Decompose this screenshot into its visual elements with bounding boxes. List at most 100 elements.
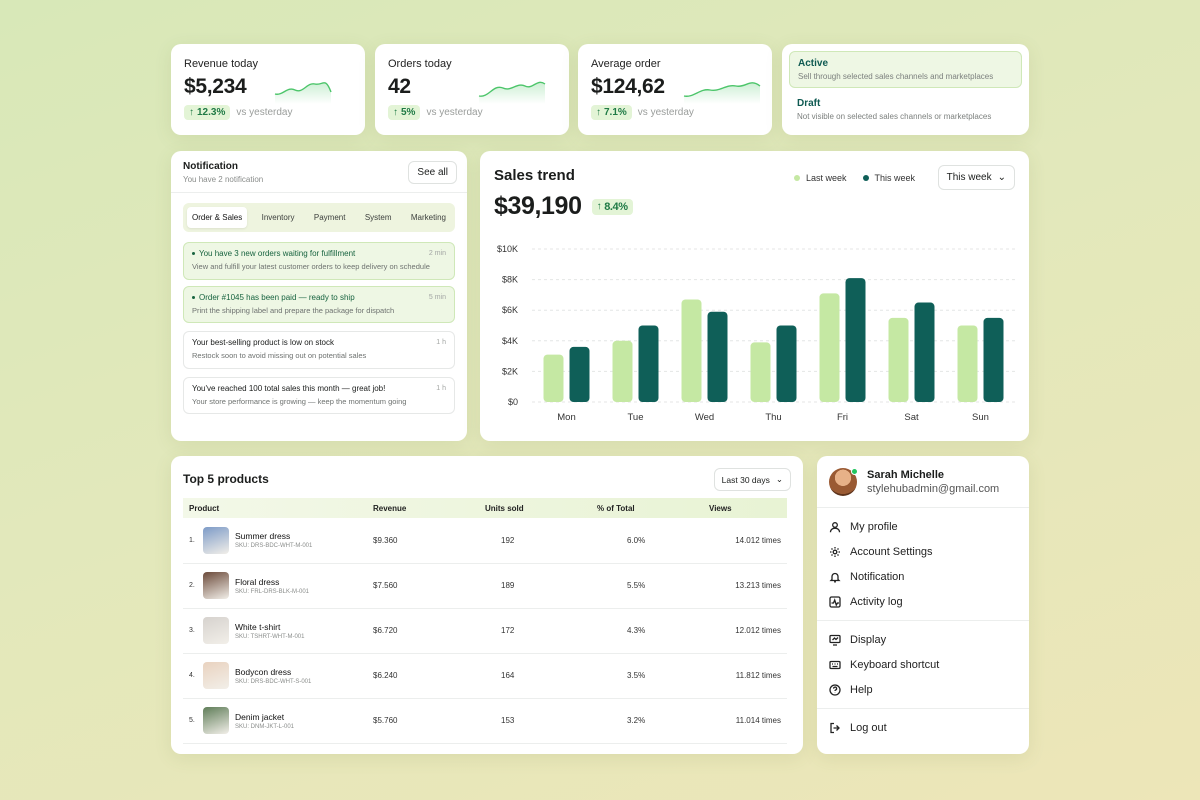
user-email: stylehubadmin@gmail.com	[867, 482, 1000, 495]
status-option-active[interactable]: Active Sell through selected sales chann…	[789, 51, 1022, 88]
views-cell: 14.012 times	[703, 518, 787, 564]
tab-marketing[interactable]: Marketing	[410, 213, 446, 222]
product-sku: SKU: DRS-BDC-WHT-S-001	[235, 678, 312, 685]
x-tick-label: Tue	[627, 412, 643, 423]
notification-item[interactable]: You've reached 100 total sales this mont…	[183, 376, 455, 414]
average-order-card: Average order $124,62 ↑ 7.1% vs yesterday	[578, 44, 772, 135]
menu-item-notification[interactable]: Notification	[817, 564, 1029, 589]
see-all-button[interactable]: See all	[408, 161, 457, 184]
menu-item-log-out[interactable]: Log out	[817, 715, 1029, 740]
display-icon	[829, 634, 841, 646]
tab-inventory[interactable]: Inventory	[261, 213, 295, 222]
bar-last-week-fri[interactable]	[819, 293, 840, 402]
notification-item[interactable]: You have 3 new orders waiting for fulfil…	[183, 242, 455, 280]
legend-item-last-week: Last week	[794, 173, 847, 183]
menu-label: Activity log	[850, 595, 903, 608]
bar-this-week-sun[interactable]	[983, 317, 1004, 402]
views-cell: 11.812 times	[703, 653, 787, 699]
legend-item-this-week: This week	[862, 173, 916, 183]
menu-label: Notification	[850, 570, 905, 583]
menu-item-my-profile[interactable]: My profile	[817, 514, 1029, 539]
notification-time: 2 min	[428, 250, 446, 257]
period-label: Last 30 days	[721, 474, 770, 485]
y-tick-label: $4K	[502, 336, 518, 346]
chevron-down-icon: ⌄	[997, 172, 1006, 183]
bar-last-week-mon[interactable]	[543, 354, 564, 402]
notification-title: You've reached 100 total sales this mont…	[192, 383, 386, 393]
legend-label: This week	[874, 173, 916, 183]
change-value: 7.1%	[604, 107, 627, 118]
status-option-draft[interactable]: Draft Not visible on selected sales chan…	[789, 92, 1022, 127]
menu-label: Keyboard shortcut	[850, 658, 940, 671]
x-tick-label: Sun	[972, 412, 989, 423]
change-value: 8.4%	[604, 200, 628, 213]
views-cell: 11.014 times	[703, 698, 787, 744]
table-row[interactable]: 4. Bodycon dress SKU: DRS-BDC-WHT-S-001 $6.…	[183, 653, 787, 699]
notification-desc: Print the shipping label and prepare the…	[192, 305, 395, 315]
pct-cell: 3.2%	[591, 698, 703, 744]
tab-order-sales[interactable]: Order & Sales	[187, 207, 248, 228]
revenue-cell: $9.360	[367, 518, 479, 564]
revenue-cell: $7.560	[367, 563, 479, 609]
menu-item-help[interactable]: Help	[817, 677, 1029, 702]
legend-swatch	[794, 175, 800, 181]
bar-this-week-tue[interactable]	[638, 325, 659, 403]
bar-this-week-mon[interactable]	[569, 346, 590, 402]
product-name: Bodycon dress	[235, 666, 292, 677]
menu-item-account-settings[interactable]: Account Settings	[817, 539, 1029, 564]
product-thumbnail	[203, 572, 229, 599]
product-sku: SKU: FRL-DRS-BLK-M-001	[235, 588, 310, 595]
status-selector: Active Sell through selected sales chann…	[782, 44, 1029, 135]
table-row[interactable]: 3. White t-shirt SKU: TSHRT-WHT-M-001 $6.72…	[183, 608, 787, 654]
bar-this-week-fri[interactable]	[845, 278, 866, 402]
menu-item-activity-log[interactable]: Activity log	[817, 589, 1029, 614]
period-dropdown[interactable]: Last 30 days ⌄	[713, 468, 791, 491]
notification-item[interactable]: Your best-selling product is low on stoc…	[183, 331, 455, 369]
x-tick-label: Wed	[695, 412, 714, 423]
y-tick-label: $0	[508, 397, 518, 407]
notification-item[interactable]: Order #1045 has been paid — ready to shi…	[183, 285, 455, 323]
notification-panel: Notification You have 2 notification See…	[171, 151, 467, 441]
bar-last-week-tue[interactable]	[612, 340, 633, 402]
table-row[interactable]: 2. Floral dress SKU: FRL-DRS-BLK-M-001 $7.5…	[183, 563, 787, 609]
card-title: Top 5 products	[183, 472, 269, 486]
bar-this-week-thu[interactable]	[776, 325, 797, 403]
legend-swatch	[862, 175, 869, 181]
bar-this-week-wed[interactable]	[707, 311, 728, 402]
product-cell: 1. Summer dress SKU: DRS-BDC-WHT-M-001	[183, 518, 367, 564]
notification-desc: Restock soon to avoid missing out on pot…	[192, 351, 367, 360]
profile-header[interactable]: Sarah Michelle stylehubadmin@gmail.com	[817, 456, 1029, 508]
product-sku: SKU: DNM-JKT-L-001	[235, 723, 295, 730]
bar-last-week-wed[interactable]	[681, 299, 702, 402]
product-thumbnail	[203, 707, 229, 734]
notification-time: 5 min	[428, 293, 446, 301]
product-cell: 3. White t-shirt SKU: TSHRT-WHT-M-001	[183, 608, 367, 654]
notification-desc: Your store performance is growing — keep…	[192, 396, 407, 406]
bar-this-week-sat[interactable]	[914, 302, 935, 402]
menu-section: My profile Account Settings Notification…	[817, 508, 1029, 621]
tab-payment[interactable]: Payment	[313, 213, 346, 222]
change-value: 12.3%	[197, 107, 226, 118]
table-row[interactable]: 5. Denim jacket SKU: DNM-JKT-L-001 $5.760 15…	[183, 698, 787, 744]
revenue-cell: $6.240	[367, 653, 479, 699]
menu-item-display[interactable]: Display	[817, 627, 1029, 652]
bell-icon	[829, 572, 841, 582]
notification-time: 1 h	[436, 339, 446, 346]
menu-item-keyboard-shortcut[interactable]: Keyboard shortcut	[817, 652, 1029, 677]
range-dropdown[interactable]: This week ⌄	[937, 165, 1015, 190]
table-row[interactable]: 1. Summer dress SKU: DRS-BDC-WHT-M-001 $9.3…	[183, 518, 787, 564]
product-name: Floral dress	[235, 576, 280, 587]
kpi-title: Average order	[591, 58, 661, 70]
bar-last-week-thu[interactable]	[750, 342, 771, 402]
change-badge: ↑ 8.4%	[591, 198, 633, 215]
product-cell: 5. Denim jacket SKU: DNM-JKT-L-001	[183, 698, 367, 744]
sales-total: $39,190	[494, 192, 582, 220]
product-sku: SKU: TSHRT-WHT-M-001	[235, 633, 305, 640]
bar-last-week-sat[interactable]	[888, 317, 909, 402]
views-cell: 13.213 times	[703, 563, 787, 609]
product-sku: SKU: DRS-BDC-WHT-M-001	[235, 543, 313, 550]
tab-system[interactable]: System	[364, 213, 392, 222]
column-header: Product	[189, 503, 220, 513]
bar-last-week-sun[interactable]	[957, 325, 978, 403]
arrow-up-icon: ↑	[393, 107, 398, 118]
